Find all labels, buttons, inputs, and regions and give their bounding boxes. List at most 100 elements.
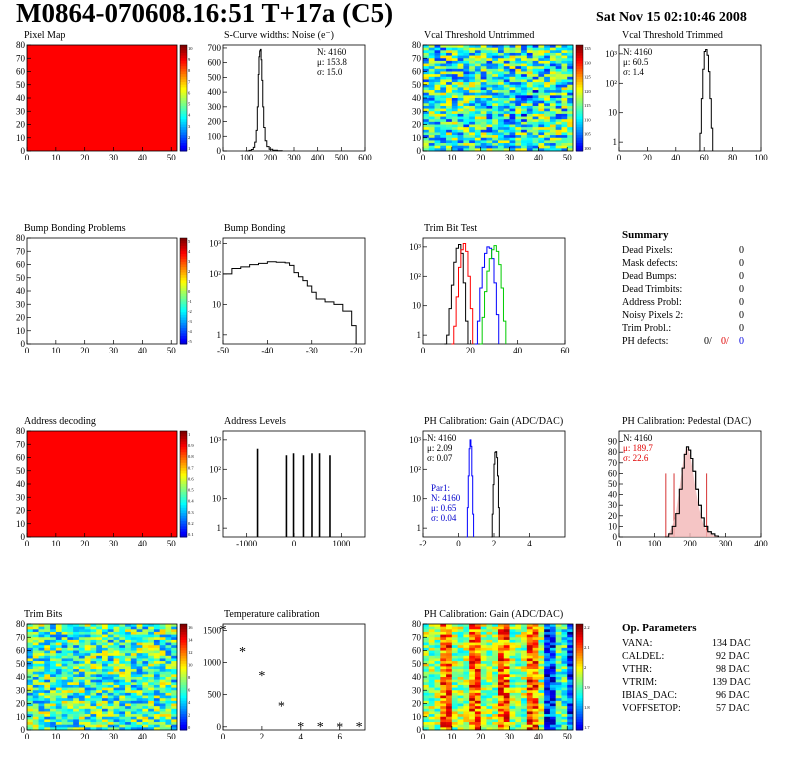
palette-frame [179,237,188,345]
summary-value: 0 [739,271,744,282]
heatmap-cell [521,719,528,723]
heatmap-cell [538,90,545,93]
heatmap-cell [90,706,97,710]
palette-swatch [180,515,187,519]
heatmap-cell [61,661,68,665]
heatmap-cell [538,724,545,728]
heatmap-cell [423,634,430,638]
heatmap-cell [567,68,574,72]
heatmap-cell [159,671,166,675]
heatmap-cell [555,145,562,149]
heatmap-cell [561,727,568,731]
heatmap-cell [457,724,464,728]
heatmap-cell [526,140,533,144]
heatmap-cell [515,111,522,115]
heatmap-cell [153,703,160,707]
heatmap-cell [125,624,132,627]
heatmap-cell [55,645,62,649]
palette-swatch [180,452,187,456]
heatmap-cell [486,63,493,67]
heatmap-cell [38,647,45,651]
palette-swatch [180,55,187,59]
op-param-label: VTHR: [622,664,652,675]
heatmap-cell [526,90,533,93]
heatmap-cell [451,145,458,149]
heatmap-cell [446,711,453,715]
heatmap-cell [428,79,435,83]
heatmap-cell [474,703,481,707]
heatmap-cell [142,687,149,691]
heatmap-cell [440,684,447,688]
heatmap-cell [446,655,453,659]
heatmap-cell [555,724,562,728]
heatmap-cell [423,647,430,651]
heatmap-cell [463,148,470,152]
heatmap-cell [549,645,556,649]
heatmap-cell [486,624,493,627]
heatmap-cell [532,631,539,635]
heatmap-cell [492,711,499,715]
heatmap-cell [96,716,103,720]
palette-label: 1.9 [584,685,590,690]
heatmap-cell [32,661,39,665]
heatmap-cell [515,127,522,131]
heatmap-cell [474,711,481,715]
heatmap-cell [38,711,45,715]
heatmap-cell [503,74,510,78]
heatmap-cell [463,658,470,662]
heatmap-cell [67,663,74,667]
heatmap-cell [509,47,516,51]
heatmap-cell [492,692,499,696]
heatmap-cell [509,55,516,59]
heatmap-cell [102,677,109,680]
heatmap-cell [451,55,458,59]
heatmap-cell [171,658,178,662]
heatmap-cell [480,690,487,694]
heatmap-cell [50,674,57,678]
heatmap-cell [165,714,172,718]
heatmap-cell [463,692,470,696]
heatmap-cell [526,626,533,630]
heatmap-cell [428,47,435,51]
heatmap-cell [515,700,522,704]
panel-title-ph-gain: PH Calibration: Gain (ADC/DAC) [424,416,564,427]
heatmap-cell [446,98,453,101]
heatmap-cell [428,695,435,699]
heatmap-cell [492,100,499,104]
heatmap-cell [555,58,562,62]
palette-swatch [180,129,187,133]
heatmap-cell [142,727,149,731]
heatmap-cell [27,653,34,657]
heatmap-cell [434,98,441,101]
heatmap-cell [480,135,487,139]
heatmap-cell [423,658,430,662]
heatmap-cell [446,129,453,133]
heatmap-cell [148,647,155,651]
y-tick-label: 400 [208,87,222,97]
heatmap-cell [446,63,453,67]
y-tick-label: 40 [16,93,26,103]
heatmap-cell [451,95,458,99]
heatmap-cell [136,722,143,725]
heatmap-cell [469,124,476,128]
heatmap-cell [113,626,120,630]
heatmap-cell [549,692,556,696]
heatmap-cell [434,663,441,667]
heatmap-cell [136,727,143,731]
heatmap-cell [544,671,551,675]
heatmap-cell [561,624,568,627]
heatmap-cell [509,76,516,80]
heatmap-cell [555,663,562,667]
heatmap-cell [567,105,574,109]
heatmap-cell [474,87,481,91]
x-tick-label: -30 [306,346,318,353]
heatmap-cell [498,76,505,80]
histogram-series [444,244,469,345]
heatmap-cell [446,692,453,696]
heatmap-cell [492,66,499,70]
heatmap-cell [509,624,516,627]
heatmap-cell [538,674,545,678]
heatmap-cell [38,679,45,683]
heatmap-cell [463,140,470,144]
heatmap-cell [480,692,487,696]
